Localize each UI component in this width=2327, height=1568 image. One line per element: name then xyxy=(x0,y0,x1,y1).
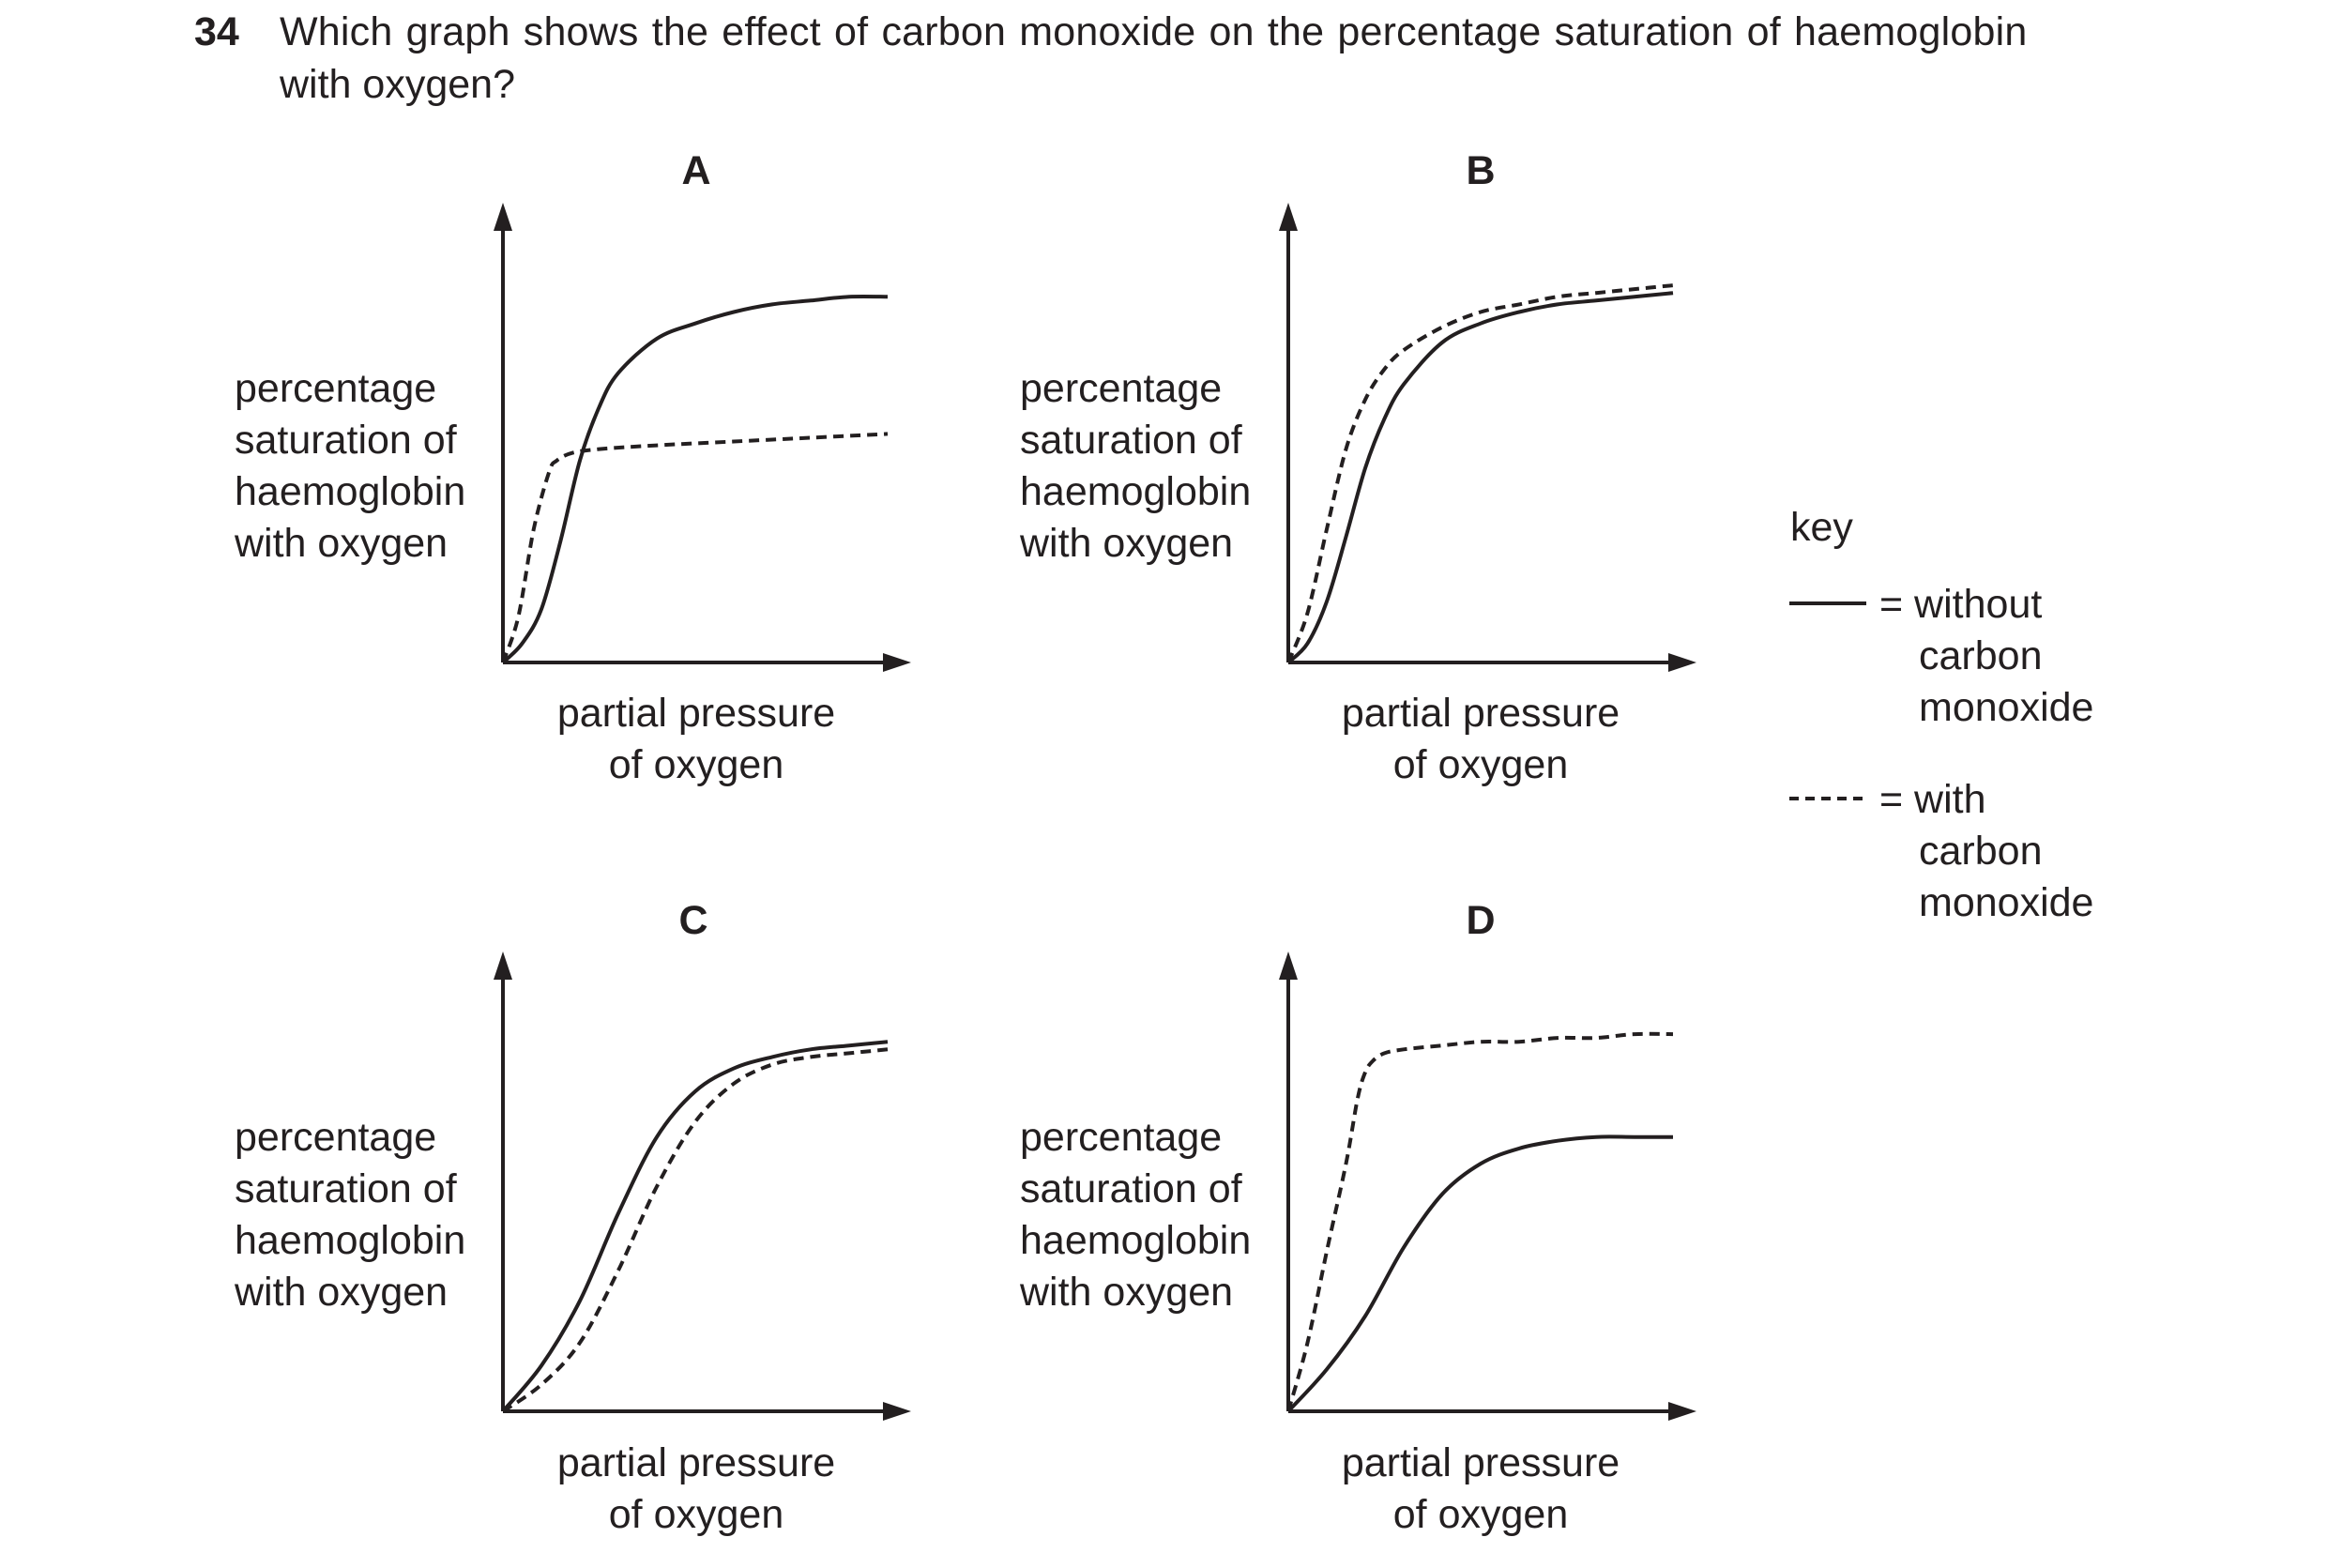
graph-a-title: A xyxy=(681,148,711,193)
graph-b-x-label-line: of oxygen xyxy=(1392,742,1569,787)
key-solid-label: = without carbon monoxide xyxy=(1879,579,2093,734)
graph-a-x-axis-arrow-icon xyxy=(883,653,911,672)
graph-c-y-label-line: with oxygen xyxy=(235,1270,449,1315)
graph-d-x-label-line: of oxygen xyxy=(1392,1492,1569,1537)
key-solid-line-sample xyxy=(1789,601,1866,605)
graph-c-y-label-line: percentage xyxy=(235,1115,437,1160)
graph-b-without-co-curve xyxy=(1286,291,1674,664)
graph-a xyxy=(494,203,911,672)
graph-b-y-axis-arrow-icon xyxy=(1279,203,1298,231)
graph-b-x-axis-label: partial pressure of oxygen xyxy=(1293,688,1668,791)
graph-a-x-label-line: partial pressure xyxy=(556,691,836,736)
graph-d-y-label-line: haemoglobin xyxy=(1020,1218,1252,1263)
graph-b-y-label-line: haemoglobin xyxy=(1020,469,1252,514)
graph-c xyxy=(494,951,911,1421)
graph-b-x-label-line: partial pressure xyxy=(1341,691,1620,736)
graph-d-x-axis-arrow-icon xyxy=(1668,1402,1696,1421)
graph-c-x-axis-label: partial pressure of oxygen xyxy=(509,1438,884,1541)
graph-a-x-axis-label: partial pressure of oxygen xyxy=(509,688,884,791)
graph-d-y-label-line: saturation of xyxy=(1020,1166,1242,1211)
graph-c-y-axis-arrow-icon xyxy=(494,951,512,980)
graph-d-y-label-line: percentage xyxy=(1020,1115,1223,1160)
graph-d-y-label-line: with oxygen xyxy=(1020,1270,1234,1315)
graph-d xyxy=(1279,951,1696,1421)
graph-b-y-label-line: percentage xyxy=(1020,366,1223,411)
graph-d-x-label-line: partial pressure xyxy=(1341,1440,1620,1485)
graph-b-y-axis-label: percentage saturation of haemoglobin wit… xyxy=(1020,363,1251,570)
graph-b-y-label-line: with oxygen xyxy=(1020,521,1234,566)
graph-a-y-axis-arrow-icon xyxy=(494,203,512,231)
graph-a-y-label-line: saturation of xyxy=(235,418,457,463)
graph-d-without-co-curve xyxy=(1286,1134,1673,1413)
key-dashed-line-sample xyxy=(1789,797,1866,800)
graph-d-y-axis-label: percentage saturation of haemoglobin wit… xyxy=(1020,1112,1251,1318)
graph-b-x-axis-arrow-icon xyxy=(1668,653,1696,672)
graph-a-y-axis-label: percentage saturation of haemoglobin wit… xyxy=(235,363,465,570)
graph-d-x-axis-label: partial pressure of oxygen xyxy=(1293,1438,1668,1541)
graph-a-y-label-line: percentage xyxy=(235,366,437,411)
graph-b-title: B xyxy=(1466,148,1496,193)
graph-c-y-axis-label: percentage saturation of haemoglobin wit… xyxy=(235,1112,465,1318)
graph-d-with-co-curve xyxy=(1286,1031,1674,1412)
question-text-line-2: with oxygen? xyxy=(280,62,515,107)
key-solid-label-line: = without xyxy=(1879,582,2043,627)
question-number: 34 xyxy=(194,9,239,54)
key-dashed-label-line: = with xyxy=(1879,777,1986,822)
graph-c-x-label-line: partial pressure xyxy=(556,1440,836,1485)
key-dashed-label: = with carbon monoxide xyxy=(1879,774,2093,929)
key-dashed-label-line: monoxide xyxy=(1919,880,2094,925)
graph-c-with-co-curve xyxy=(501,1047,889,1413)
question-text: Which graph shows the effect of carbon m… xyxy=(280,6,2156,111)
graph-a-without-co-curve xyxy=(501,294,889,664)
graph-d-y-axis-arrow-icon xyxy=(1279,951,1298,980)
graph-a-with-co-curve xyxy=(501,432,889,663)
graph-c-x-axis-arrow-icon xyxy=(883,1402,911,1421)
graph-a-x-label-line: of oxygen xyxy=(608,742,784,787)
graph-b-with-co-curve xyxy=(1286,283,1674,663)
graph-c-without-co-curve xyxy=(501,1040,889,1413)
key-title: key xyxy=(1790,505,1853,550)
graph-c-y-label-line: haemoglobin xyxy=(235,1218,466,1263)
graph-a-y-label-line: with oxygen xyxy=(235,521,449,566)
graph-a-y-label-line: haemoglobin xyxy=(235,469,466,514)
graph-b xyxy=(1279,203,1696,672)
key-dashed-label-line: carbon xyxy=(1919,829,2043,874)
graph-c-title: C xyxy=(678,898,708,943)
key-solid-label-line: carbon xyxy=(1919,633,2043,678)
graph-d-title: D xyxy=(1466,898,1496,943)
graph-c-x-label-line: of oxygen xyxy=(608,1492,784,1537)
graph-c-y-label-line: saturation of xyxy=(235,1166,457,1211)
graph-b-y-label-line: saturation of xyxy=(1020,418,1242,463)
question-text-line-1: Which graph shows the effect of carbon m… xyxy=(280,9,2028,54)
key-solid-label-line: monoxide xyxy=(1919,685,2094,730)
